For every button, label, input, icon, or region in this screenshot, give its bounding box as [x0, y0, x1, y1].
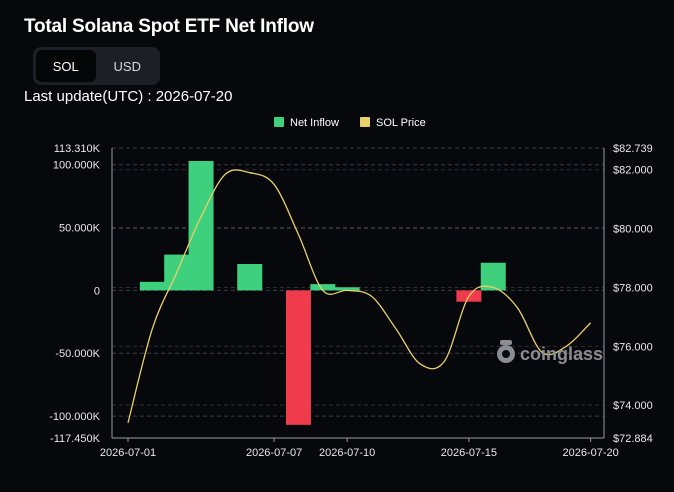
inflow-bars [139, 160, 506, 425]
watermark-text: coinglass [520, 344, 603, 364]
last-update-label: Last update(UTC) : 2026-07-20 [24, 88, 233, 105]
right-axis: $82.739 $82.000 $80.000 $78.000 $76.000 $74.0… [603, 143, 653, 445]
left-tick-label: 113.310K [54, 143, 101, 155]
left-tick-label: -100.000K [49, 411, 100, 423]
legend: Net Inflow SOL Price [274, 117, 426, 129]
x-tick-label: 2026-07-07 [246, 447, 302, 459]
right-tick-label: $72.884 [613, 433, 653, 445]
right-tick-label: $78.000 [613, 282, 653, 294]
x-tick-label: 2026-07-01 [100, 447, 156, 459]
inflow-bar[interactable] [139, 281, 165, 291]
inflow-bar[interactable] [237, 264, 263, 291]
legend-label-net-inflow[interactable]: Net Inflow [290, 117, 339, 129]
right-tick-label: $76.000 [613, 341, 653, 353]
x-axis: 2026-07-01 2026-07-07 2026-07-10 2026-07-15… [100, 437, 619, 459]
left-axis: 113.310K 100.000K 50.000K 0 -50.000K -100.000… [49, 143, 113, 445]
inflow-bar[interactable] [188, 160, 214, 291]
inflow-bar[interactable] [334, 287, 360, 291]
toggle-usd-button[interactable]: USD [113, 58, 141, 74]
right-tick-label: $82.739 [613, 143, 653, 155]
grid-lines [112, 147, 604, 439]
legend-swatch-net-inflow [274, 117, 284, 127]
unit-toggle: SOL USD [33, 47, 160, 85]
coinglass-watermark: coinglass [497, 340, 603, 364]
right-tick-label: $82.000 [613, 165, 653, 177]
x-tick-label: 2026-07-15 [441, 447, 497, 459]
inflow-bar[interactable] [310, 284, 336, 291]
left-tick-label: 50.000K [59, 223, 101, 235]
price-line-layer [127, 169, 592, 423]
left-tick-label: -117.450K [50, 433, 101, 445]
coinglass-logo-icon [497, 340, 515, 363]
legend-label-sol-price[interactable]: SOL Price [376, 117, 426, 129]
right-tick-label: $74.000 [613, 400, 653, 412]
page-title: Total Solana Spot ETF Net Inflow [24, 16, 314, 37]
left-tick-label: -50.000K [55, 348, 100, 360]
left-tick-label: 0 [94, 285, 100, 297]
legend-swatch-sol-price [360, 117, 370, 127]
x-tick-label: 2026-07-20 [563, 447, 619, 459]
toggle-sol-button[interactable]: SOL [36, 50, 96, 82]
inflow-bar[interactable] [285, 290, 311, 425]
x-tick-label: 2026-07-10 [319, 447, 375, 459]
sol-price-line[interactable] [127, 169, 592, 423]
left-tick-label: 100.000K [53, 160, 101, 172]
right-tick-label: $80.000 [613, 224, 653, 236]
